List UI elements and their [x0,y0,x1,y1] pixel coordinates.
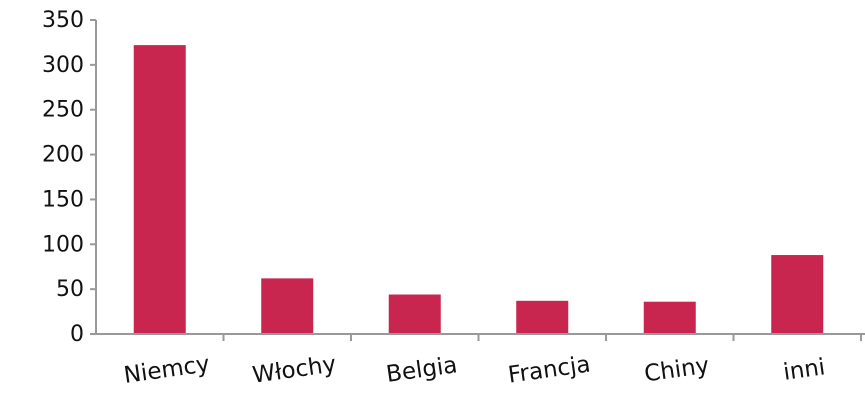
y-tick-label-200: 200 [42,143,84,168]
x-category-label-włochy: Włochy [251,351,338,388]
x-category-label-inni: inni [782,354,827,386]
x-axis-category-labels: Niemcy Włochy Belgia Francja Chiny inni [122,351,827,389]
y-tick-label-350: 350 [42,8,84,33]
y-tick-label-300: 300 [42,53,84,78]
y-tick-label-50: 50 [56,277,84,302]
bars [133,45,824,335]
y-axis-tick-labels: 0 50 100 150 200 250 300 350 [42,8,84,347]
y-axis-ticks [90,19,96,335]
bar-chiny [643,301,696,334]
x-category-label-chiny: Chiny [643,353,711,388]
bar-belgia [388,294,441,334]
bar-francja [516,300,569,334]
y-tick-label-250: 250 [42,98,84,123]
bar-niemcy [133,45,186,335]
bar-włochy [261,278,314,334]
y-tick-label-0: 0 [70,322,84,347]
x-axis-ticks [222,334,862,341]
y-tick-label-100: 100 [42,232,84,257]
x-category-label-belgia: Belgia [385,352,459,388]
x-category-label-francja: Francja [506,351,592,388]
x-category-label-niemcy: Niemcy [122,351,211,389]
y-tick-label-150: 150 [42,187,84,212]
bar-inni [771,255,824,334]
